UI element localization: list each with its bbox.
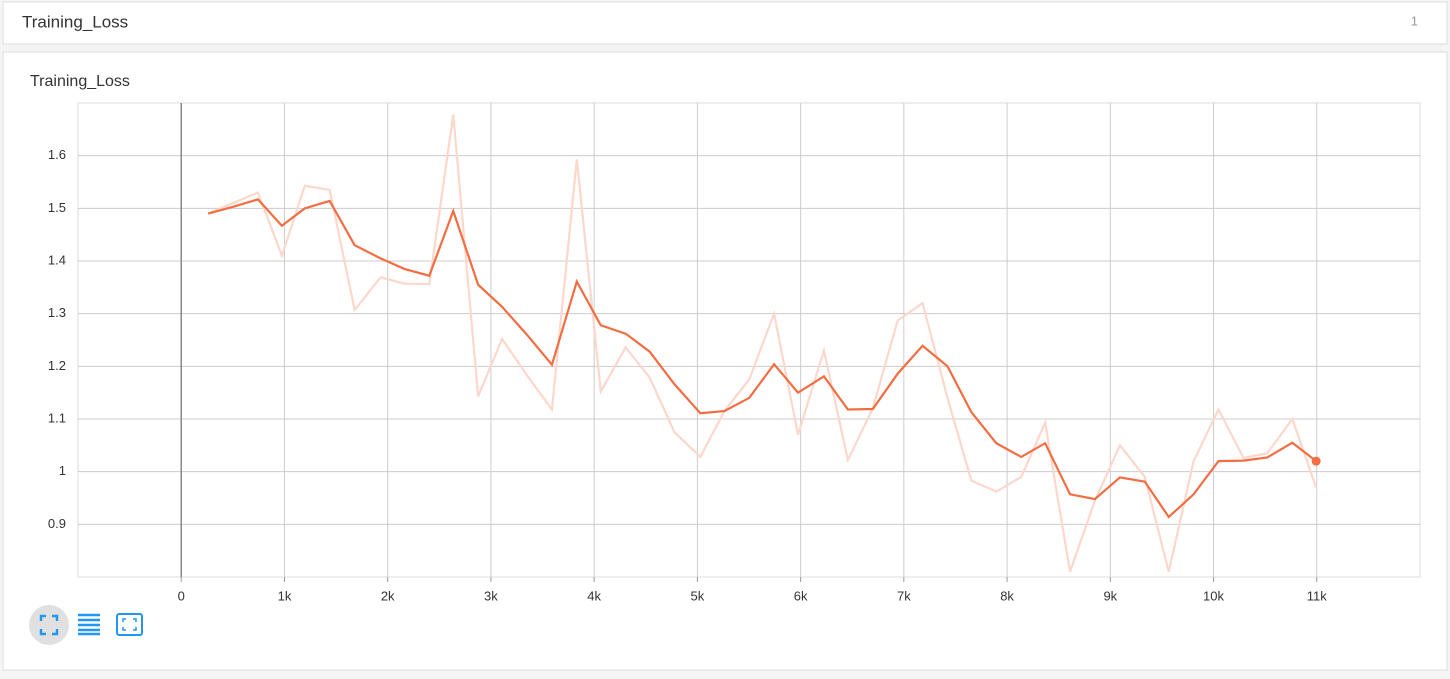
x-tick-label: 4k [587,588,601,603]
x-tick-label: 9k [1103,588,1117,603]
x-tick-label: 8k [1000,588,1014,603]
y-tick-label: 1.6 [48,147,66,162]
x-tick-label: 0 [178,588,185,603]
x-tick-label: 5k [691,588,705,603]
fullscreen-button[interactable] [29,605,69,645]
fit-domain-button[interactable] [116,613,143,636]
header-bar[interactable] [2,1,1448,45]
card [2,51,1448,671]
x-tick-label: 6k [794,588,808,603]
y-tick-label: 1.5 [48,200,66,215]
fullscreen-icon [39,614,59,636]
y-tick-label: 1.2 [48,358,66,373]
x-tick-label: 3k [484,588,498,603]
log-scale-button[interactable] [78,613,100,636]
plot: 0.9 1 1.1 1.2 1.3 1.4 1.5 1.6 0 1k 2k 3k 4k 5k 6k 7k 8k 9… [48,102,1421,603]
x-tick-label: 2k [381,588,395,603]
last-point [1311,456,1321,466]
plot-area [77,102,1421,578]
y-tick-label: 1.3 [48,305,66,320]
header-title: Training_Loss [22,12,128,31]
y-tick-label: 0.9 [48,516,66,531]
x-tick-label: 11k [1307,588,1327,603]
chart-title: Training_Loss [30,73,130,90]
y-tick-label: 1 [59,463,66,478]
header-count: 1 [1411,13,1418,28]
fit-domain-icon [122,618,137,631]
series-line [207,114,1318,573]
y-tick-label: 1.4 [48,252,66,267]
x-tick-label: 7k [897,588,911,603]
x-tick-label: 10k [1203,588,1224,603]
series-line [207,198,1317,519]
y-tick-label: 1.1 [48,410,66,425]
x-tick-label: 1k [278,588,292,603]
